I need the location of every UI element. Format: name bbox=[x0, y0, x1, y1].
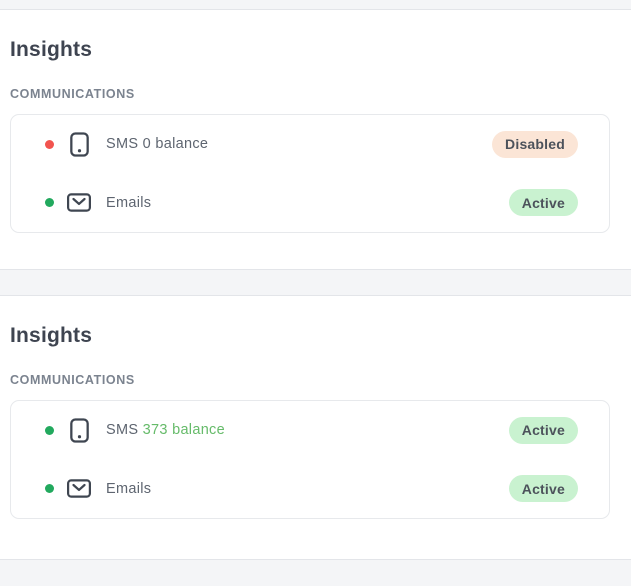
mail-icon bbox=[67, 476, 91, 502]
sms-row[interactable]: SMS 0 balance Disabled bbox=[11, 115, 609, 174]
page-title: Insights bbox=[10, 38, 93, 61]
communications-group-label: COMMUNICATIONS bbox=[10, 373, 135, 387]
status-dot bbox=[45, 139, 54, 149]
emails-row[interactable]: Emails Active bbox=[11, 460, 609, 519]
status-dot bbox=[45, 425, 54, 435]
insights-section-2: Insights COMMUNICATIONS SMS 373 balance … bbox=[0, 296, 631, 559]
top-divider-band bbox=[0, 0, 631, 10]
row-label: Emails bbox=[106, 480, 152, 497]
row-label: SMS bbox=[106, 136, 143, 153]
page-title: Insights bbox=[10, 324, 93, 347]
mail-icon bbox=[67, 190, 91, 216]
status-badge: Active bbox=[508, 475, 578, 503]
status-dot bbox=[45, 198, 54, 208]
row-label: SMS bbox=[106, 422, 143, 439]
communications-group-label: COMMUNICATIONS bbox=[10, 87, 135, 101]
phone-icon bbox=[67, 417, 91, 443]
sms-row[interactable]: SMS 373 balance Active bbox=[11, 401, 609, 460]
status-badge: Active bbox=[508, 189, 578, 217]
insights-section-1: Insights COMMUNICATIONS SMS 0 balance Di… bbox=[0, 10, 631, 269]
communications-card: SMS 0 balance Disabled Emails Active bbox=[10, 114, 610, 233]
row-label: Emails bbox=[106, 194, 152, 211]
status-dot bbox=[45, 484, 54, 494]
status-badge: Active bbox=[508, 416, 578, 444]
status-badge: Disabled bbox=[492, 130, 578, 158]
emails-row[interactable]: Emails Active bbox=[11, 174, 609, 233]
bottom-divider-band bbox=[0, 559, 631, 586]
phone-icon bbox=[67, 131, 91, 157]
communications-card: SMS 373 balance Active Emails Active bbox=[10, 400, 610, 519]
section-divider-band bbox=[0, 269, 631, 296]
sms-balance: 0 balance bbox=[142, 136, 209, 153]
sms-balance: 373 balance bbox=[142, 422, 225, 439]
